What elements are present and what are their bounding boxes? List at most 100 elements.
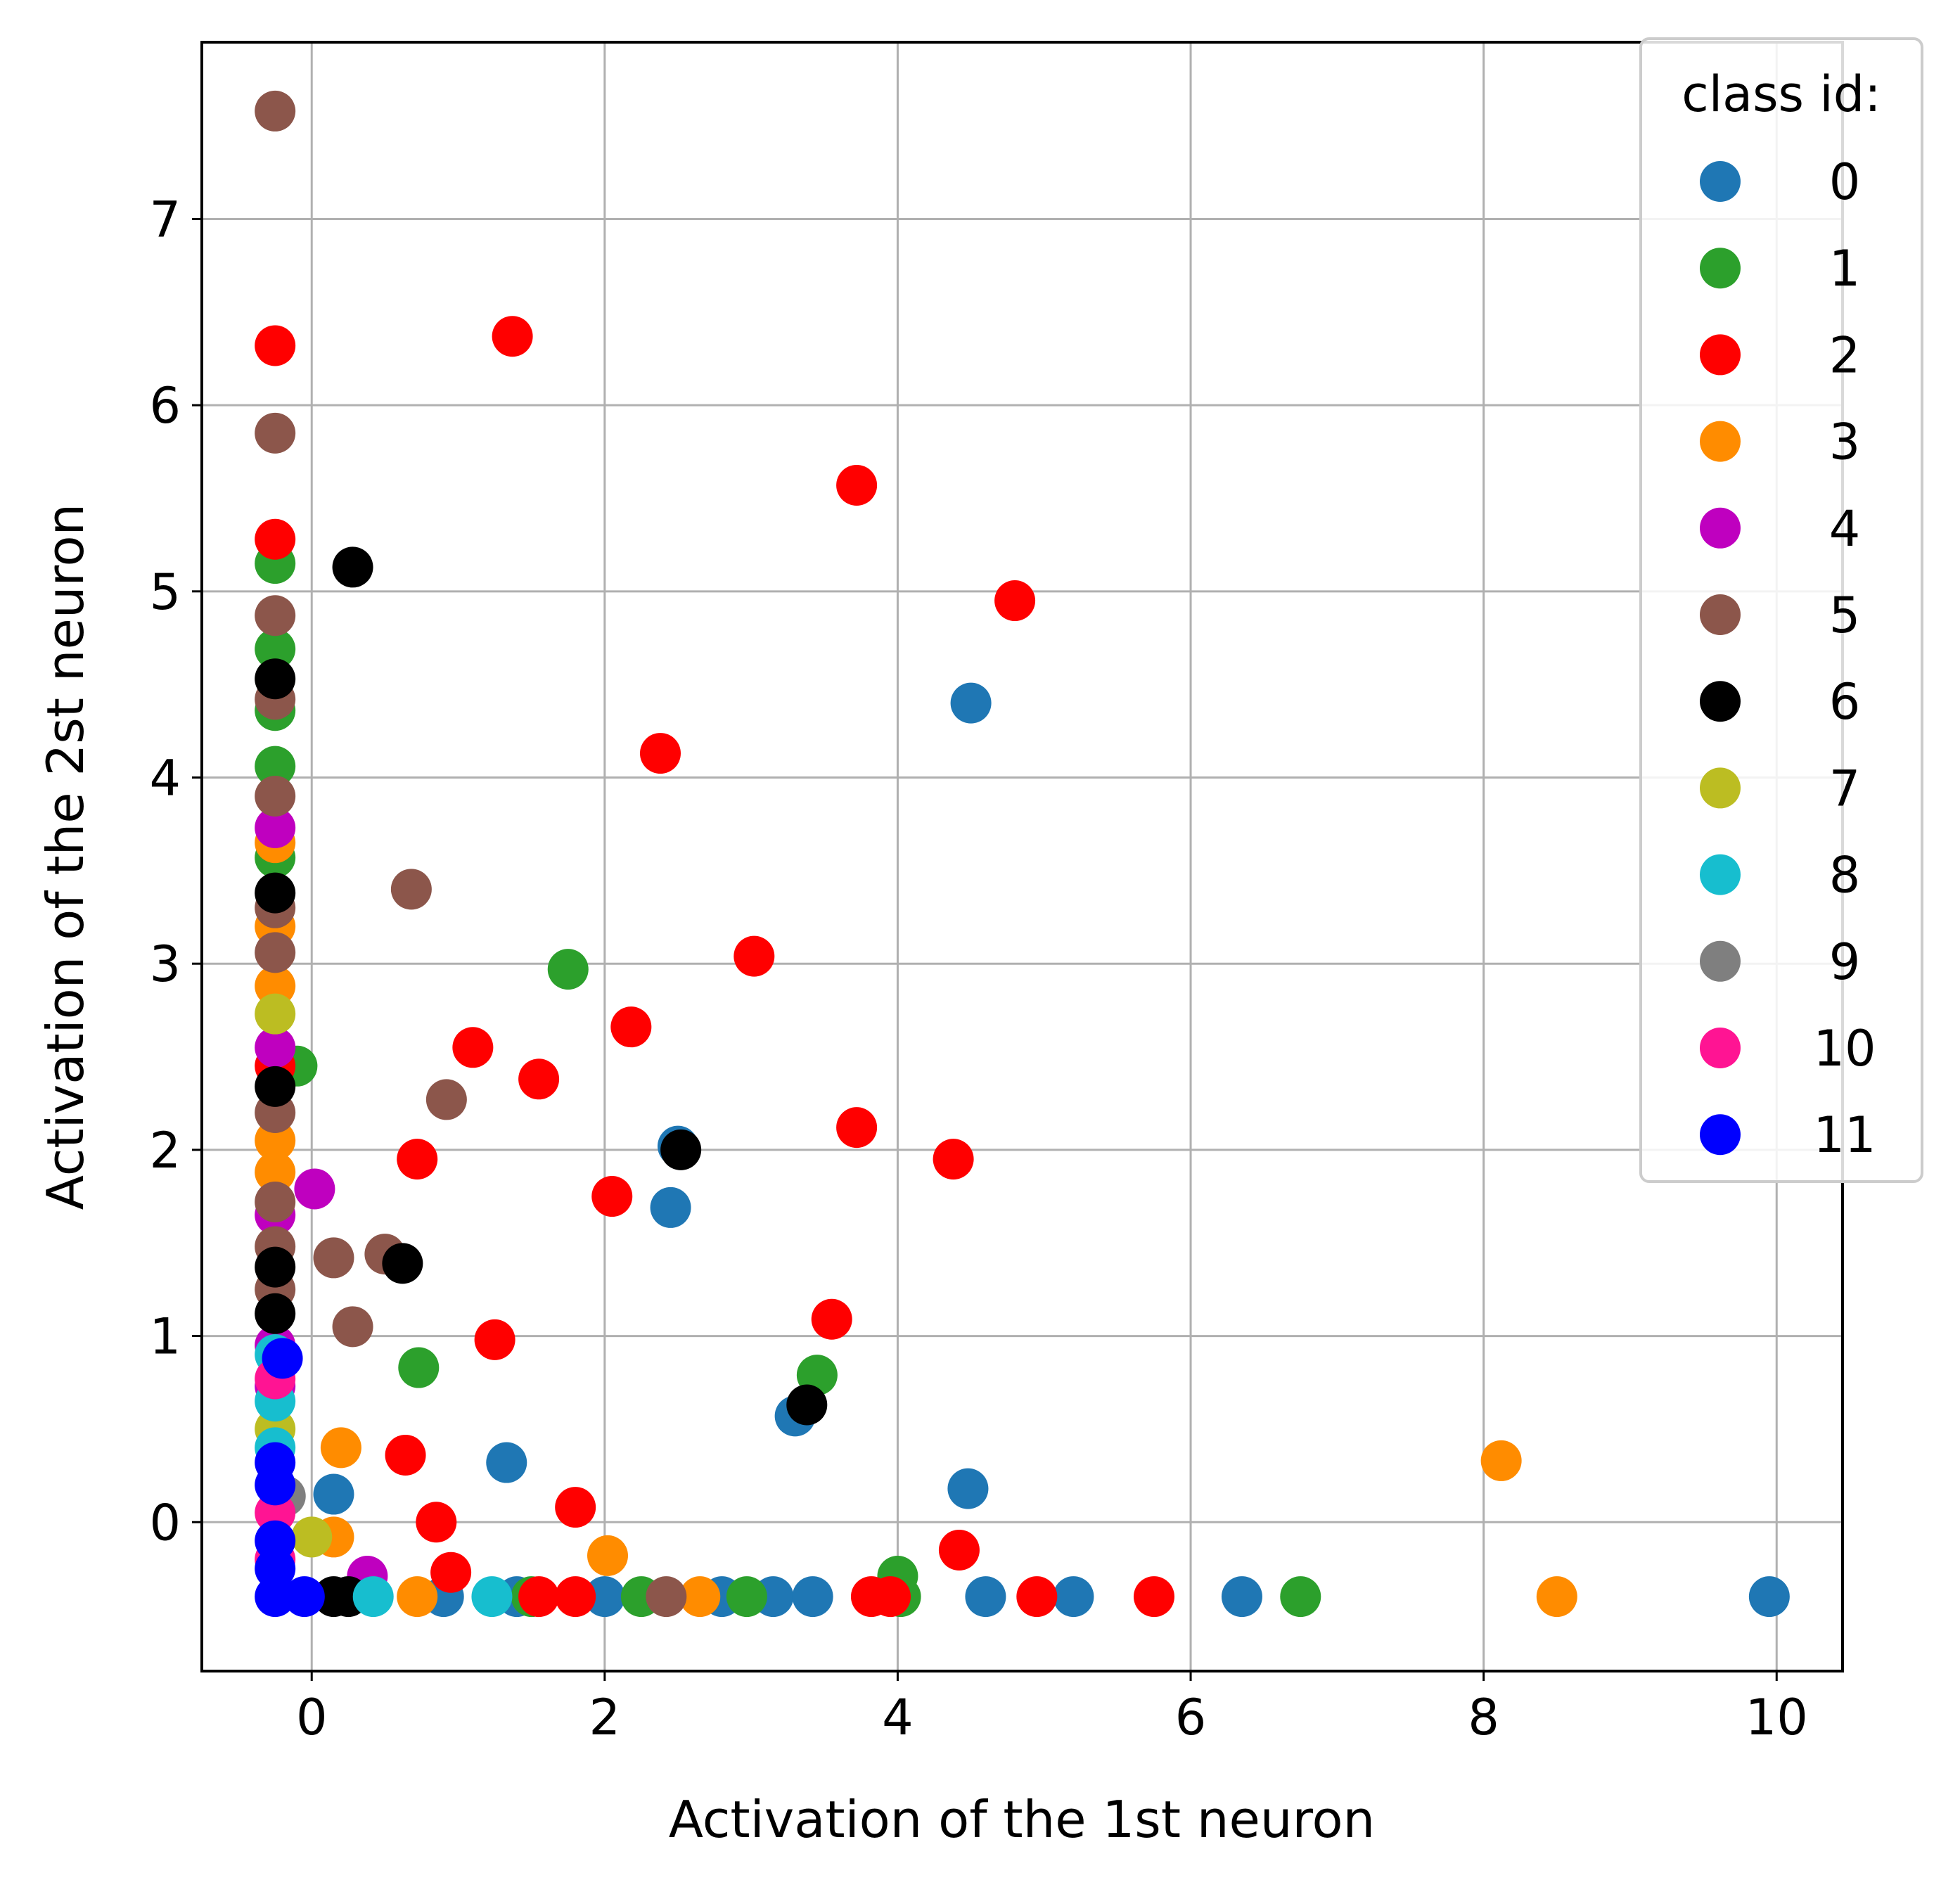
data-point-class-0 [965, 1576, 1006, 1618]
data-point-class-1 [1280, 1576, 1321, 1618]
data-point-class-0 [947, 1468, 989, 1509]
data-point-class-5 [313, 1237, 354, 1279]
data-point-class-1 [255, 746, 296, 787]
legend-marker-class-3 [1700, 421, 1741, 462]
data-point-class-2 [933, 1139, 974, 1180]
y-tick-label: 7 [149, 191, 181, 248]
data-point-class-5 [332, 1306, 373, 1348]
data-points [255, 90, 1790, 1618]
y-axis-label: Activation of the 2st neuron [36, 504, 95, 1210]
x-axis-ticks: 0 2 4 6 8 10 [296, 1671, 1808, 1746]
data-point-class-2 [255, 325, 296, 366]
x-tick-label: 10 [1746, 1689, 1808, 1746]
data-point-class-2 [416, 1502, 457, 1543]
data-point-class-2 [836, 464, 878, 506]
data-point-class-5 [255, 595, 296, 637]
y-tick-label: 4 [149, 750, 181, 807]
data-point-class-11 [255, 1576, 296, 1618]
data-point-class-2 [255, 518, 296, 560]
data-point-class-2 [518, 1576, 560, 1618]
legend-title: class id: [1682, 65, 1881, 123]
data-point-class-6 [786, 1384, 828, 1426]
plot-frame [200, 41, 1844, 1672]
data-point-class-5 [255, 775, 296, 817]
data-point-class-11 [283, 1576, 325, 1618]
data-point-class-2 [430, 1552, 472, 1593]
y-tick-label: 6 [149, 377, 181, 435]
data-point-class-3 [255, 965, 296, 1006]
data-point-class-6 [255, 1066, 296, 1107]
legend-label: 10 [1813, 1020, 1876, 1077]
legend-marker-class-4 [1700, 507, 1741, 549]
data-point-class-1 [547, 949, 589, 990]
data-point-class-5 [255, 90, 296, 132]
data-point-class-2 [492, 316, 533, 357]
data-point-class-0 [584, 1576, 625, 1618]
data-point-class-0 [792, 1576, 833, 1618]
data-point-class-5 [646, 1576, 687, 1618]
data-point-class-0 [1221, 1576, 1262, 1618]
legend-label: 3 [1829, 414, 1861, 471]
legend-marker-class-0 [1700, 161, 1741, 202]
data-point-class-11 [255, 1548, 296, 1589]
data-point-class-3 [320, 1427, 361, 1469]
legend-label: 6 [1829, 673, 1861, 731]
data-point-class-3 [397, 1576, 438, 1618]
data-point-class-0 [1748, 1576, 1790, 1618]
x-tick-label: 0 [296, 1689, 328, 1746]
legend-marker-class-10 [1700, 1028, 1741, 1068]
data-point-class-0 [486, 1442, 527, 1483]
data-point-class-4 [255, 807, 296, 848]
data-point-class-4 [294, 1168, 335, 1210]
y-tick-label: 3 [149, 935, 181, 993]
data-point-class-4 [255, 1027, 296, 1068]
data-point-class-2 [1016, 1576, 1058, 1618]
data-point-class-3 [1480, 1440, 1522, 1481]
data-point-class-2 [518, 1058, 560, 1100]
data-point-class-5 [255, 412, 296, 454]
data-point-class-2 [811, 1298, 852, 1340]
data-point-class-2 [1133, 1576, 1174, 1618]
data-point-class-6 [382, 1243, 423, 1284]
data-point-class-2 [385, 1434, 426, 1476]
data-point-class-3 [587, 1535, 629, 1576]
data-point-class-2 [474, 1319, 515, 1360]
data-point-class-2 [836, 1107, 878, 1149]
data-point-class-8 [352, 1576, 394, 1618]
legend-label: 4 [1829, 500, 1861, 558]
legend-marker-class-7 [1700, 767, 1741, 809]
data-point-class-2 [591, 1176, 633, 1217]
x-axis-label: Activation of the 1st neuron [669, 1790, 1375, 1849]
data-point-class-2 [555, 1487, 596, 1528]
x-tick-label: 6 [1175, 1689, 1207, 1746]
legend-marker-class-6 [1700, 681, 1741, 722]
y-tick-label: 5 [149, 563, 181, 621]
legend-box [1639, 37, 1923, 1183]
data-point-class-6 [332, 546, 373, 588]
data-point-class-2 [397, 1139, 438, 1180]
data-point-class-11 [262, 1338, 303, 1379]
legend-label: 8 [1829, 847, 1861, 904]
data-point-class-11 [255, 1464, 296, 1506]
legend-marker-class-8 [1700, 854, 1741, 895]
legend: class id: 0 1 2 3 4 5 6 7 8 9 10 11 [1639, 37, 1923, 1183]
data-point-class-10 [255, 1492, 296, 1534]
legend-label: 9 [1829, 933, 1861, 991]
data-point-class-7 [291, 1516, 333, 1558]
legend-marker-class-1 [1700, 248, 1741, 289]
data-point-class-3 [255, 1120, 296, 1161]
data-point-class-6 [255, 1246, 296, 1288]
x-tick-label: 4 [882, 1689, 914, 1746]
grid-lines [202, 42, 1843, 1671]
data-point-class-6 [255, 1293, 296, 1334]
legend-label: 7 [1829, 760, 1861, 817]
legend-label: 11 [1813, 1106, 1876, 1164]
legend-label: 2 [1829, 326, 1861, 384]
data-point-class-6 [255, 658, 296, 700]
y-tick-label: 0 [149, 1494, 181, 1552]
data-point-class-2 [734, 935, 775, 977]
data-point-class-11 [255, 1520, 296, 1561]
data-point-class-3 [1536, 1576, 1577, 1618]
data-point-class-2 [938, 1529, 980, 1571]
